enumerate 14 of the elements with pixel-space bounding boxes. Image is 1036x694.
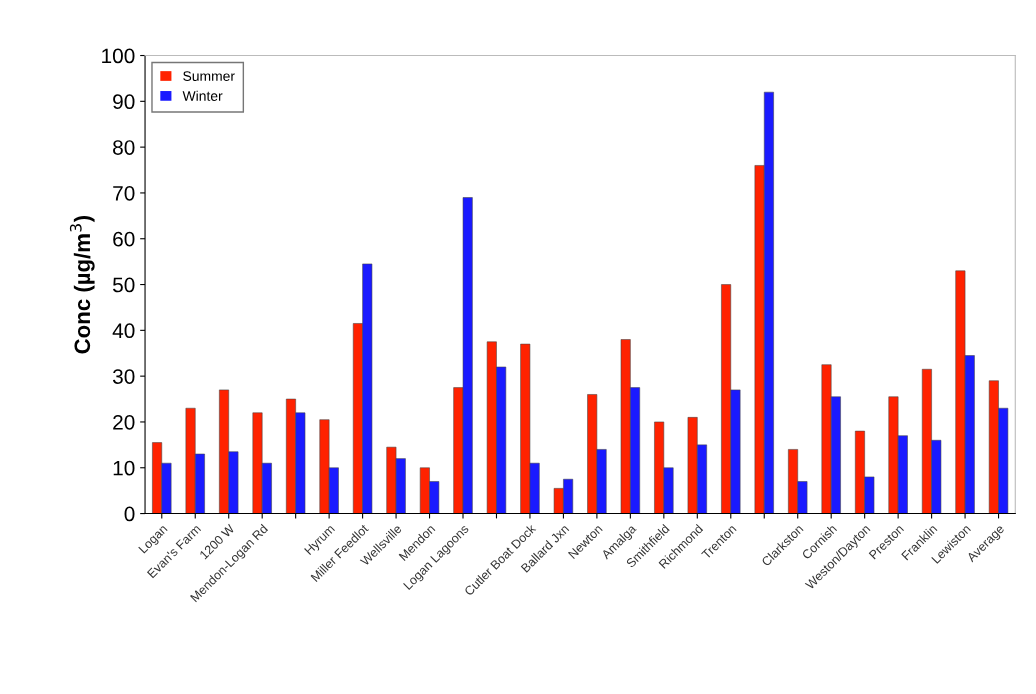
y-tick-label: 20 xyxy=(113,414,135,430)
y-tick-label: 80 xyxy=(113,140,135,155)
y-tick-label: 50 xyxy=(112,277,135,293)
y-tick-label: 10 xyxy=(113,460,135,476)
legend-label: Winter xyxy=(182,90,223,101)
y-tick-label: 40 xyxy=(112,323,135,339)
y-tick-label: 70 xyxy=(113,185,135,201)
y-tick-label: 90 xyxy=(113,94,135,110)
y-tick-label: 100 xyxy=(102,48,135,64)
y-axis-title: Conc (µg/m$^{3}$) xyxy=(69,215,95,354)
legend-label: Summer xyxy=(183,71,235,81)
y-tick-label: 60 xyxy=(113,231,135,247)
y-tick-label: 30 xyxy=(112,369,135,384)
y-tick-label: 0 xyxy=(124,506,135,522)
